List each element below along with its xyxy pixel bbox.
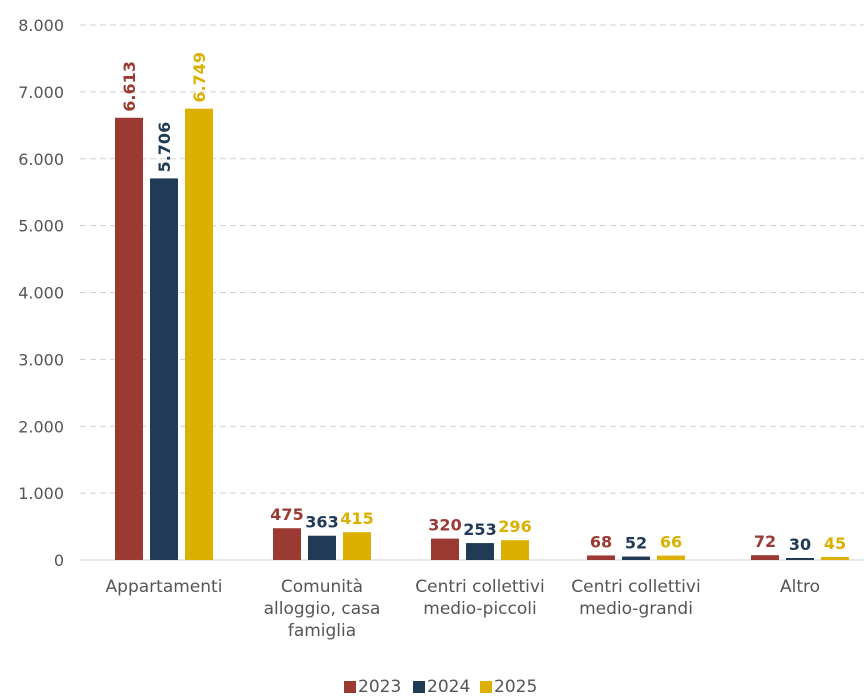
bar-2024	[622, 556, 650, 560]
data-label: 296	[498, 517, 531, 536]
legend-swatch-2023	[344, 681, 356, 693]
x-category-label-line: Centri collettivi	[571, 577, 700, 597]
bar-2025	[821, 556, 849, 560]
x-category-label-line: Appartamenti	[106, 577, 223, 597]
x-category-label-line: Altro	[780, 577, 820, 597]
x-axis-labels: Appartamenti Comunità alloggio, casa famigl…	[106, 577, 820, 641]
data-label: 5.706	[155, 122, 174, 173]
legend-label: 2025	[494, 677, 537, 697]
y-tick-label: 8.000	[18, 16, 64, 35]
x-category-label: Appartamenti	[106, 577, 223, 597]
y-tick-label: 3.000	[18, 350, 64, 369]
data-label: 6.613	[120, 61, 139, 112]
data-label: 30	[789, 535, 811, 554]
data-label: 45	[824, 534, 846, 553]
data-label: 475	[270, 505, 303, 524]
legend: 2023 2024 2025	[344, 677, 537, 697]
bar-2023	[431, 538, 459, 560]
x-category-label-line: alloggio, casa	[264, 599, 381, 619]
bar-2025	[501, 540, 529, 560]
bars	[115, 108, 849, 561]
y-tick-label: 1.000	[18, 484, 64, 503]
legend-label: 2024	[427, 677, 470, 697]
bar-2024	[466, 543, 494, 560]
data-label: 253	[463, 520, 496, 539]
y-axis-ticks: 0 1.000 2.000 3.000 4.000 5.000 6.000 7.000 8.00…	[18, 16, 64, 570]
legend-label: 2023	[358, 677, 401, 697]
bar-2025	[343, 532, 371, 560]
data-label: 363	[305, 513, 338, 532]
data-labels: 6.613 475 320 68 72 5.706 363 253 52 30 6.749 415 29…	[120, 52, 846, 554]
legend-swatch-2024	[413, 681, 425, 693]
bar-2024	[786, 557, 814, 560]
legend-swatch-2025	[480, 681, 492, 693]
y-tick-label: 7.000	[18, 83, 64, 102]
data-label: 6.749	[190, 52, 209, 103]
y-tick-label: 0	[54, 551, 64, 570]
data-label: 52	[625, 534, 647, 553]
bar-2023	[115, 117, 143, 561]
bar-2024	[150, 178, 178, 560]
data-label: 320	[428, 516, 461, 535]
x-category-label: Centri collettivi medio-piccoli	[415, 577, 544, 619]
bar-2024	[308, 535, 336, 560]
x-category-label-line: famiglia	[288, 621, 356, 641]
bar-2025	[657, 555, 685, 560]
x-category-label: Comunità alloggio, casa famiglia	[264, 577, 381, 641]
x-category-label: Altro	[780, 577, 820, 597]
y-tick-label: 6.000	[18, 150, 64, 169]
x-category-label: Centri collettivi medio-grandi	[571, 577, 700, 619]
data-label: 415	[340, 509, 373, 528]
x-category-label-line: Comunità	[281, 577, 363, 597]
x-category-label-line: medio-grandi	[579, 599, 693, 619]
data-label: 66	[660, 533, 682, 552]
bar-2023	[751, 555, 779, 560]
x-category-label-line: Centri collettivi	[415, 577, 544, 597]
y-tick-label: 5.000	[18, 217, 64, 236]
data-label: 68	[590, 532, 612, 551]
bar-2023	[587, 555, 615, 560]
bar-2025	[185, 108, 213, 561]
y-tick-label: 2.000	[18, 417, 64, 436]
x-category-label-line: medio-piccoli	[423, 599, 536, 619]
y-tick-label: 4.000	[18, 284, 64, 303]
data-label: 72	[754, 532, 776, 551]
bar-2023	[273, 528, 301, 560]
